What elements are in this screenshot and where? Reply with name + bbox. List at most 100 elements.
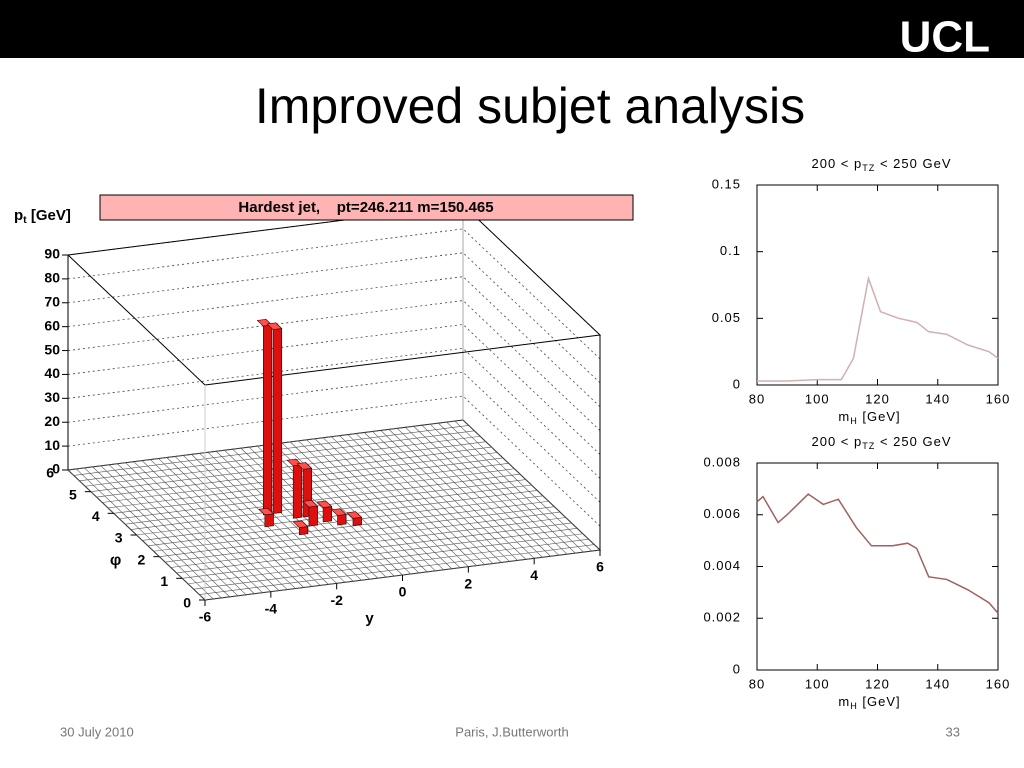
z-tick-label: 50 <box>44 341 60 357</box>
grid-line <box>67 228 601 360</box>
z-tick-label: 0 <box>52 461 60 477</box>
x-axis-label: mH [GeV] <box>838 409 900 426</box>
slide-title: Improved subjet analysis <box>255 78 805 134</box>
data-line <box>756 493 999 614</box>
footer-date: 30 July 2010 <box>60 724 134 739</box>
x-tick-label: -4 <box>265 600 278 616</box>
tower-top <box>258 507 275 516</box>
tower-top <box>266 322 283 330</box>
box-top <box>66 204 602 386</box>
tower-top <box>292 520 309 528</box>
x-axis-label-sub: H <box>850 416 858 426</box>
chart-title-rest: < 250 GeV <box>875 434 951 449</box>
x-axis-label: y <box>365 610 374 627</box>
y-tick-label: 0 <box>733 661 741 676</box>
plot-frame <box>756 184 999 386</box>
z-tick-label: 90 <box>44 246 60 262</box>
z-axis-label: pt [GeV] <box>14 207 71 226</box>
floor-mesh <box>182 528 578 579</box>
x-tick-label: 80 <box>749 676 765 691</box>
tower-front <box>298 526 309 536</box>
x-axis-label-main: m <box>838 694 850 709</box>
y-tick-label: 0.1 <box>720 243 741 258</box>
chart-title: 200 < pTZ < 250 GeV <box>811 434 951 451</box>
y-tick-label: 0.05 <box>712 310 741 325</box>
chart-title: 200 < pTZ < 250 GeV <box>811 156 951 173</box>
floor-mesh <box>165 511 561 563</box>
x-tick-label: 120 <box>865 391 890 406</box>
z-tick-label: 20 <box>44 413 60 429</box>
tower-front <box>262 324 273 516</box>
y-tick-label: 2 <box>138 551 146 567</box>
y-tick-label: 0.008 <box>703 454 741 469</box>
floor-mesh <box>119 468 515 520</box>
grid-line <box>67 276 601 407</box>
plot-frame <box>756 462 999 671</box>
floor-mesh <box>170 517 566 568</box>
tower-top <box>302 500 319 508</box>
y-tick-label: 0 <box>733 376 741 391</box>
grid-line <box>67 252 601 384</box>
tower-top <box>296 462 313 470</box>
y-tick-label: 0.004 <box>703 558 741 573</box>
z-axis-label-main: p <box>14 207 23 224</box>
x-tick-label: 0 <box>399 584 407 600</box>
floor-mesh <box>85 435 481 487</box>
x-tick-label: 6 <box>596 559 604 575</box>
chart-title-sub: TZ <box>862 441 875 451</box>
tower-front <box>292 464 303 519</box>
x-tick-label: 2 <box>464 575 472 591</box>
header-bar <box>0 0 1024 58</box>
z-axis-label-rest: [GeV] <box>27 207 71 224</box>
y-tick-label: 0.002 <box>703 610 741 625</box>
y-tick-label: 0 <box>183 595 191 611</box>
tower-front <box>322 506 332 523</box>
chart-title-main: 200 < p <box>811 156 862 171</box>
y-tick-label: 1 <box>160 573 168 589</box>
floor-mesh <box>125 473 521 525</box>
tower-front <box>308 505 318 527</box>
y-tick-label: 4 <box>92 508 100 524</box>
chart-title-rest: < 250 GeV <box>875 156 951 171</box>
x-tick-label: 160 <box>986 676 1011 691</box>
x-tick-label: 100 <box>805 391 830 406</box>
data-line <box>757 275 999 382</box>
logo: UCL <box>900 13 990 62</box>
x-tick-label: 4 <box>530 567 538 583</box>
x-tick-label: -6 <box>199 609 212 625</box>
floor-mesh <box>90 441 486 492</box>
title-box <box>99 194 634 221</box>
y-tick-label: 0.006 <box>703 506 741 521</box>
floor-mesh <box>153 500 549 552</box>
x-tick-label: 120 <box>865 676 890 691</box>
z-tick-label: 70 <box>44 293 60 309</box>
chart-title-main: 200 < p <box>811 434 862 449</box>
x-tick-label: -2 <box>330 592 343 608</box>
line-chart: 0 0.002 0.004 0.006 0.008 80 100 120 140 160 200 <… <box>703 434 1011 711</box>
tower-front <box>264 513 274 528</box>
chart-title-sub: TZ <box>862 163 875 173</box>
z-tick-label: 40 <box>44 365 60 381</box>
tower-top <box>330 508 347 516</box>
z-tick-label: 30 <box>44 389 60 405</box>
tower-front <box>352 516 362 526</box>
grid-line <box>67 324 601 455</box>
x-axis-label-main: m <box>838 409 850 424</box>
floor-mesh <box>159 506 555 557</box>
floor-mesh <box>193 538 589 590</box>
y-tick-label: 5 <box>69 486 77 502</box>
y-axis-label: φ <box>110 552 121 569</box>
x-axis-label-rest: [GeV] <box>858 694 901 709</box>
x-tick-label: 140 <box>925 391 950 406</box>
x-axis-label-rest: [GeV] <box>858 409 901 424</box>
tower-front <box>272 328 283 514</box>
x-axis-label-sub: H <box>850 701 858 711</box>
line-chart: 0 0.05 0.1 0.15 80 100 120 140 160 200 < pTZ < 25… <box>712 156 1010 426</box>
x-tick-label: 100 <box>805 676 830 691</box>
floor-mesh <box>176 522 572 574</box>
z-tick-label: 80 <box>44 270 60 286</box>
y-tick-label: 6 <box>46 465 54 481</box>
y-tick-label: 0.15 <box>712 176 741 191</box>
